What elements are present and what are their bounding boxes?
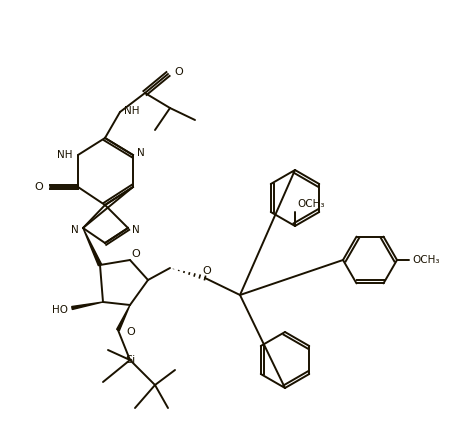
- Text: OCH₃: OCH₃: [297, 199, 325, 209]
- Text: N: N: [71, 225, 79, 235]
- Text: N: N: [132, 225, 140, 235]
- Text: Si: Si: [125, 355, 135, 365]
- Text: O: O: [126, 327, 135, 337]
- Text: O: O: [132, 249, 140, 259]
- Text: OCH₃: OCH₃: [412, 255, 439, 265]
- Text: HO: HO: [52, 305, 68, 315]
- Text: NH: NH: [56, 150, 72, 160]
- Text: O: O: [203, 266, 212, 276]
- Polygon shape: [83, 228, 102, 266]
- Text: N: N: [137, 148, 145, 158]
- Text: O: O: [34, 182, 43, 192]
- Text: NH: NH: [124, 106, 139, 116]
- Text: O: O: [174, 67, 183, 77]
- Polygon shape: [117, 305, 130, 331]
- Polygon shape: [72, 302, 103, 309]
